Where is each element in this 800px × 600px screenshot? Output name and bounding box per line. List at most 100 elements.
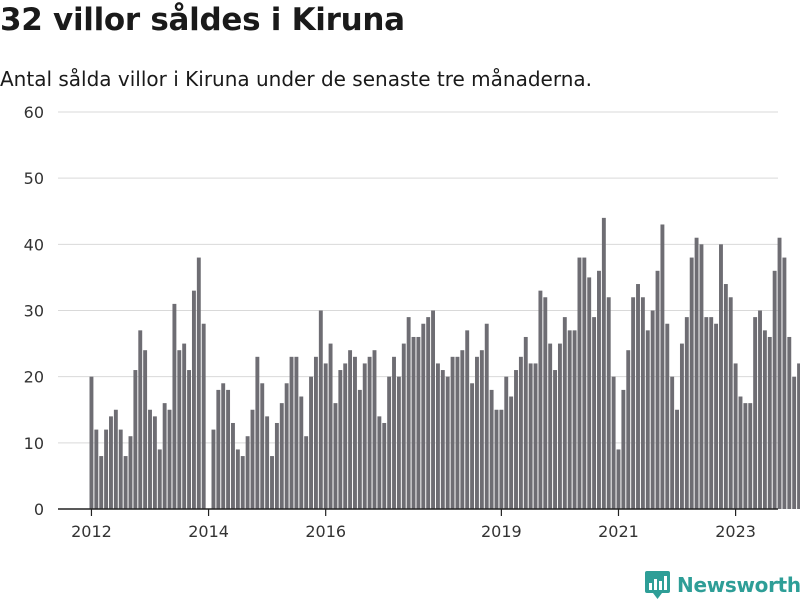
bar — [89, 376, 94, 509]
bar — [216, 389, 221, 509]
bar — [699, 244, 704, 510]
bar — [362, 363, 367, 509]
bar — [528, 363, 533, 509]
bar — [343, 363, 348, 509]
bar — [577, 257, 582, 509]
bar — [489, 389, 494, 509]
y-tick-label: 60 — [24, 103, 44, 122]
bar — [719, 244, 723, 510]
bar — [260, 383, 265, 509]
bar — [338, 370, 343, 509]
bar — [94, 429, 99, 509]
x-tick-label: 2023 — [715, 522, 756, 541]
bar — [221, 383, 226, 509]
x-tick-label: 2016 — [305, 522, 346, 541]
bar — [494, 409, 499, 509]
bar — [299, 396, 304, 509]
bar — [733, 363, 738, 509]
bar — [284, 383, 289, 509]
bar — [753, 317, 758, 509]
bar — [294, 356, 299, 509]
x-tick-label: 2019 — [481, 522, 522, 541]
bar — [392, 356, 396, 509]
bar — [743, 403, 748, 509]
bar — [279, 403, 284, 509]
chart-subtitle: Antal sålda villor i Kiruna under de sen… — [0, 67, 592, 91]
bar — [562, 317, 567, 509]
bar — [518, 356, 523, 509]
bar — [723, 284, 728, 509]
bar — [123, 456, 128, 509]
newsworthy-logo[interactable]: Newsworthy — [644, 570, 800, 600]
y-tick-label: 50 — [24, 169, 44, 188]
bar — [382, 422, 387, 509]
bar — [597, 270, 601, 509]
x-tick-label: 2021 — [598, 522, 639, 541]
bar — [143, 350, 148, 509]
bar — [543, 297, 548, 509]
bar — [470, 383, 475, 509]
bar — [265, 416, 270, 509]
bar — [431, 310, 435, 509]
bar — [675, 409, 679, 509]
bar — [626, 350, 631, 509]
bar — [113, 409, 118, 509]
bar — [738, 396, 743, 509]
bar — [109, 416, 113, 509]
bar — [426, 317, 431, 509]
bar — [372, 350, 377, 509]
bar — [328, 343, 333, 509]
bar — [274, 422, 279, 509]
bar — [152, 416, 157, 509]
bars — [89, 217, 800, 510]
bar — [679, 343, 684, 509]
bar — [182, 343, 187, 509]
bar — [606, 297, 611, 509]
bar — [255, 356, 260, 509]
bar — [377, 416, 382, 509]
x-tick-label: 2014 — [188, 522, 229, 541]
bar — [758, 310, 762, 509]
y-axis-labels: 0 10 20 30 40 50 60 — [24, 103, 44, 519]
bar — [762, 330, 767, 509]
bar — [235, 449, 240, 509]
bar — [616, 449, 621, 509]
bar — [621, 389, 626, 509]
bar — [309, 376, 313, 509]
bar — [118, 429, 123, 509]
bar — [636, 284, 640, 509]
bar — [709, 317, 714, 509]
bar — [772, 270, 777, 509]
bar — [587, 277, 592, 509]
bar — [504, 376, 509, 509]
bar — [396, 376, 401, 509]
bar — [797, 363, 800, 509]
bar — [728, 297, 733, 509]
bar — [665, 323, 670, 509]
bar — [240, 456, 245, 509]
bar — [460, 350, 465, 509]
bar — [323, 363, 328, 509]
bar — [128, 436, 133, 509]
bar — [226, 389, 231, 509]
bar — [231, 422, 235, 509]
bar — [289, 356, 294, 509]
bar — [748, 403, 753, 509]
chart-title: 32 villor såldes i Kiruna — [0, 2, 405, 38]
bar — [694, 237, 699, 509]
bar — [421, 323, 426, 509]
bar — [250, 409, 255, 509]
bar — [367, 356, 372, 509]
bar — [245, 436, 250, 509]
bar — [660, 224, 665, 509]
bar — [201, 323, 206, 509]
bar — [357, 389, 362, 509]
bar — [445, 376, 450, 509]
bar — [313, 356, 318, 509]
bar — [777, 237, 782, 509]
bar — [475, 356, 479, 509]
bar — [104, 429, 109, 509]
y-tick-label: 30 — [24, 302, 44, 321]
bar — [270, 456, 274, 509]
bar — [684, 317, 689, 509]
